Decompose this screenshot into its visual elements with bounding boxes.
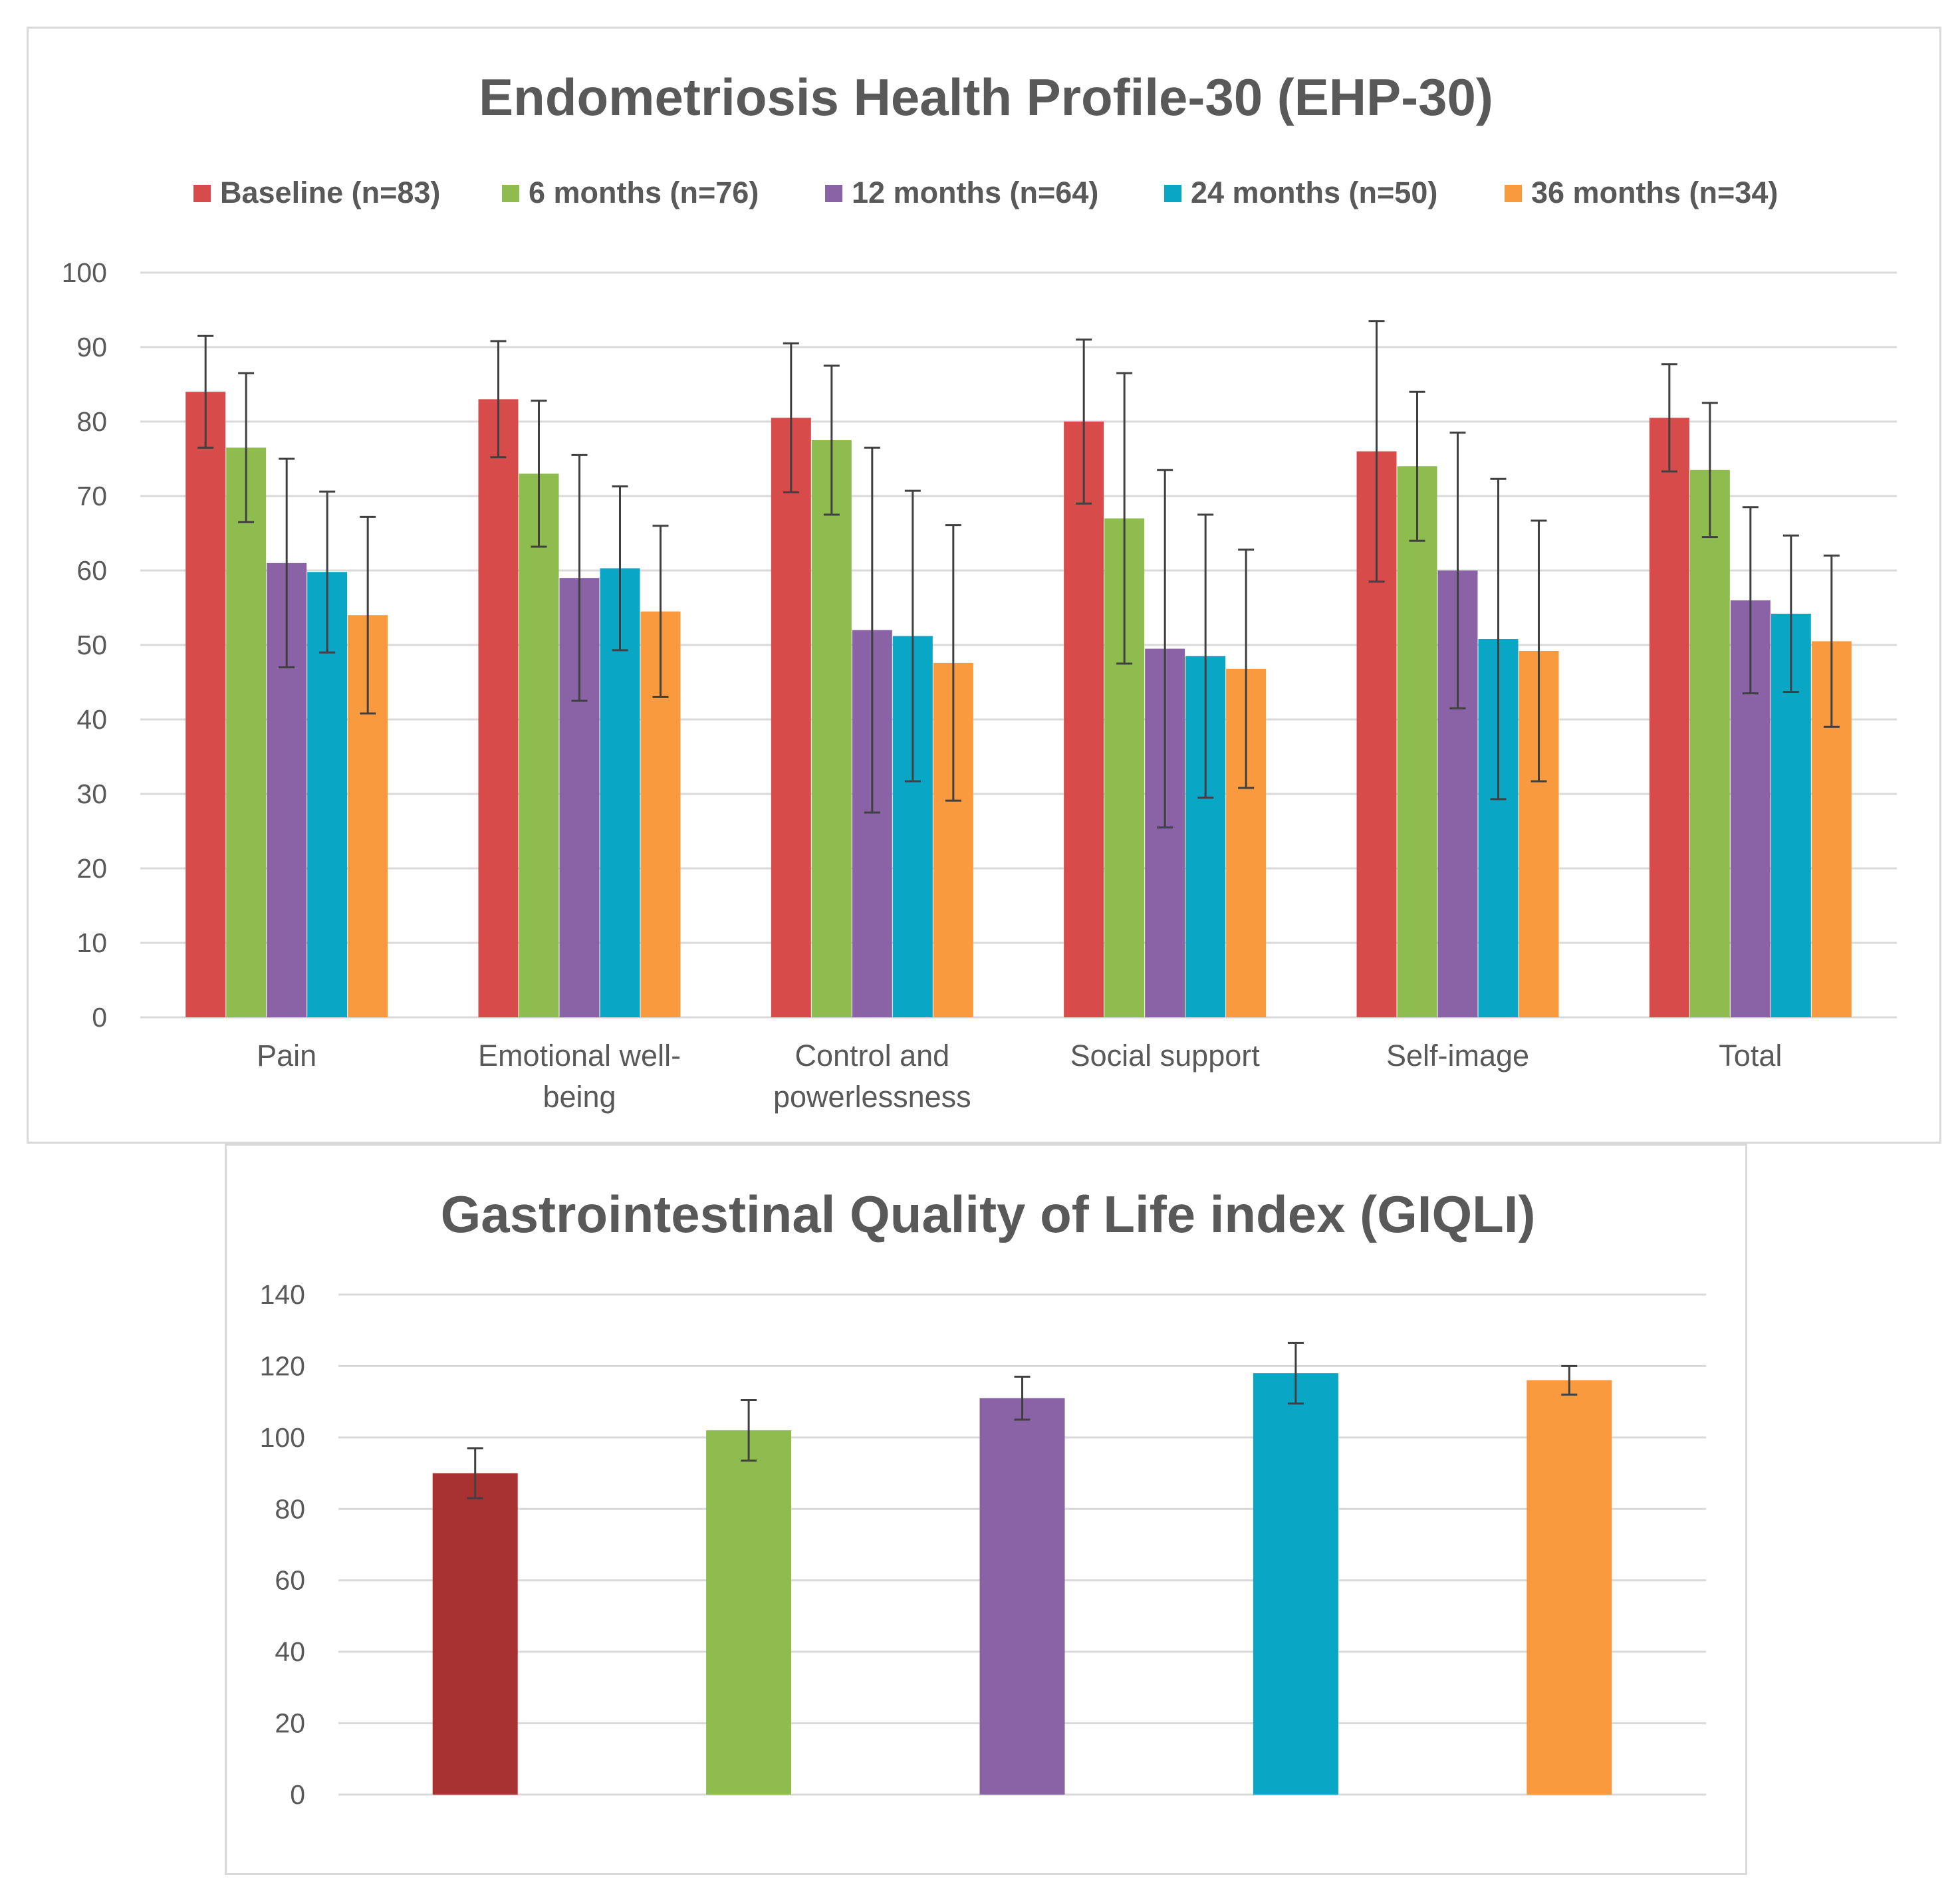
bar [1064, 422, 1104, 1017]
bar [478, 399, 519, 1017]
y-tick-label: 50 [76, 630, 107, 660]
y-tick-label: 140 [260, 1279, 305, 1310]
bar-2 [706, 1430, 792, 1795]
y-tick-label: 20 [275, 1708, 305, 1739]
y-tick-label: 60 [275, 1565, 305, 1596]
legend-label-2: 6 months (n=76) [529, 176, 759, 209]
bar [185, 392, 226, 1017]
y-tick-label: 60 [76, 555, 107, 586]
legend-swatch-4 [1164, 185, 1181, 202]
giqli-chart-panel: Gastrointestinal Quality of Life index (… [225, 1144, 1747, 1875]
legend-label-1: Baseline (n=83) [220, 176, 440, 209]
y-tick-label: 40 [275, 1636, 305, 1667]
bar [1397, 466, 1437, 1017]
legend-label-3: 12 months (n=64) [852, 176, 1098, 209]
bar [226, 447, 267, 1017]
y-tick-label: 100 [260, 1422, 305, 1453]
x-tick-label: being [543, 1080, 616, 1114]
y-tick-label: 0 [290, 1779, 305, 1810]
y-tick-label: 40 [76, 704, 107, 735]
y-tick-label: 70 [76, 481, 107, 511]
bar [811, 440, 852, 1017]
y-tick-label: 80 [275, 1493, 305, 1524]
y-tick-label: 120 [260, 1350, 305, 1381]
legend-label-4: 24 months (n=50) [1191, 176, 1437, 209]
x-tick-label: Self-image [1386, 1039, 1529, 1073]
legend-swatch-5 [1505, 185, 1522, 202]
bar [771, 418, 811, 1017]
ehp30-chart-panel: Endometriosis Health Profile-30 (EHP-30)… [27, 27, 1941, 1144]
bar-1 [432, 1473, 518, 1795]
x-tick-label: Total [1719, 1039, 1782, 1073]
x-tick-label: Social support [1070, 1039, 1261, 1073]
bar [1689, 469, 1730, 1017]
y-tick-label: 20 [76, 853, 107, 884]
chart-title: Endometriosis Health Profile-30 (EHP-30) [479, 68, 1493, 126]
bar [1649, 418, 1689, 1017]
y-tick-label: 0 [92, 1002, 107, 1033]
legend-swatch-3 [825, 185, 842, 202]
x-tick-label: Emotional well- [478, 1039, 681, 1073]
legend-label-5: 36 months (n=34) [1531, 176, 1778, 209]
y-tick-label: 90 [76, 332, 107, 362]
bar-5 [1527, 1380, 1612, 1795]
chart-title: Gastrointestinal Quality of Life index (… [441, 1185, 1536, 1243]
giqli-chart: Gastrointestinal Quality of Life index (… [260, 1185, 1706, 1810]
bar-4 [1253, 1373, 1338, 1795]
y-tick-label: 100 [62, 257, 107, 288]
bar [519, 473, 559, 1017]
x-tick-label: powerlessness [773, 1080, 971, 1114]
legend-swatch-2 [502, 185, 519, 202]
x-tick-label: Control and [795, 1039, 950, 1073]
y-tick-label: 30 [76, 779, 107, 809]
x-tick-label: Pain [257, 1039, 316, 1073]
legend-swatch-1 [193, 185, 211, 202]
ehp30-chart: Endometriosis Health Profile-30 (EHP-30)… [62, 68, 1897, 1114]
bar-3 [979, 1398, 1065, 1795]
y-tick-label: 80 [76, 406, 107, 437]
y-tick-label: 10 [76, 928, 107, 958]
